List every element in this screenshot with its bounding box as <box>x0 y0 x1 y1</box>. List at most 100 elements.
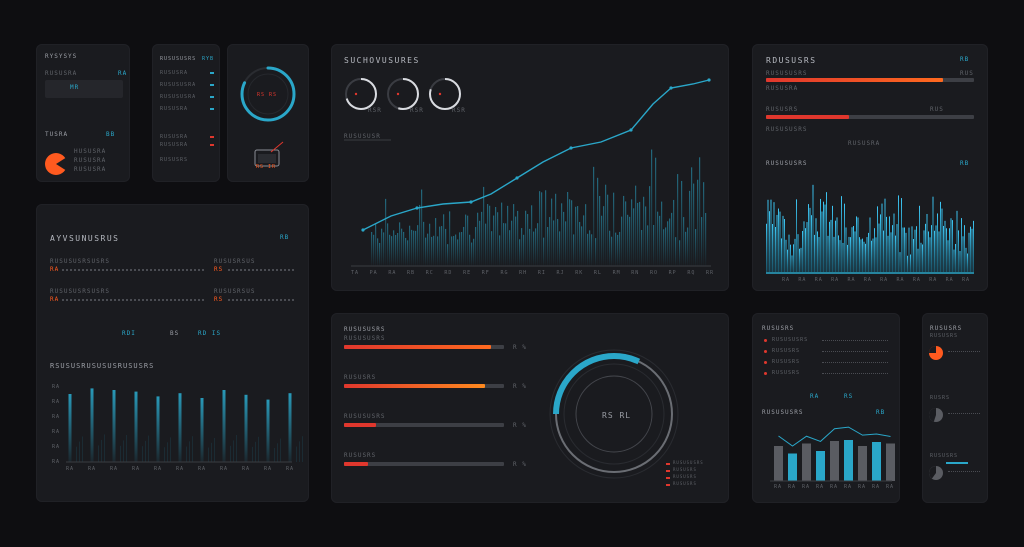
main-glow-bar <box>449 211 451 266</box>
main-glow-bar <box>677 174 679 266</box>
main-glow-bar <box>609 230 611 266</box>
left-mid-chip-1[interactable]: RDI <box>122 330 136 337</box>
wave-badge: RB <box>960 160 970 167</box>
main-glow-bar <box>579 221 581 266</box>
main-glow-bar <box>433 235 435 266</box>
wave-bar <box>872 238 874 272</box>
main-glow-bar <box>547 227 549 266</box>
wave-bar <box>787 249 788 272</box>
wave-bar <box>799 248 800 272</box>
main-glow-bar <box>591 234 593 266</box>
wave-bar <box>767 199 769 272</box>
status-pie-icon <box>45 153 70 175</box>
main-glow-bar <box>671 212 673 266</box>
left-mid-glow <box>145 440 146 462</box>
left-mid-glow <box>302 436 303 462</box>
main-glow-bar <box>529 228 531 266</box>
left-mid-chip-3[interactable]: RD IS <box>198 330 222 337</box>
status-bottom-value: BB <box>106 131 116 138</box>
wave-bar <box>845 227 847 272</box>
main-glow-bar <box>595 238 597 266</box>
main-glow-bar <box>413 230 415 266</box>
main-glow-bar <box>551 198 553 266</box>
bottom-right-bar <box>816 451 825 481</box>
wave-bar <box>772 223 773 272</box>
ring-gauge <box>240 66 296 122</box>
wave-bar <box>895 235 896 272</box>
status-chip[interactable]: MR <box>70 84 80 91</box>
wave-bar <box>769 211 770 272</box>
far-right-label: RUSUSRS <box>930 453 959 459</box>
legend-swatch <box>666 470 670 472</box>
progress-bar <box>344 462 504 466</box>
wave-bar <box>928 231 929 272</box>
main-glow-bar <box>471 242 473 266</box>
wave-bar <box>941 208 943 272</box>
wave-bar <box>874 228 875 272</box>
main-x-tick: TA <box>351 270 360 276</box>
main-glow-bar <box>473 238 475 266</box>
left-mid-bar <box>288 393 292 462</box>
row-dotted-track-2 <box>228 269 294 271</box>
main-glow-bar <box>509 230 511 266</box>
main-glow-bar <box>503 223 505 266</box>
wave-bar <box>956 210 958 272</box>
main-glow-bar <box>495 206 497 266</box>
progress-pct: R % <box>513 422 527 429</box>
wave-bar <box>839 240 841 272</box>
wave-bar <box>950 218 952 272</box>
main-line <box>362 79 710 231</box>
wave-bar <box>844 203 845 272</box>
main-glow-bar <box>625 201 627 266</box>
wave-bar <box>770 199 772 272</box>
main-x-tick: RP <box>668 270 677 276</box>
ring-inner <box>563 363 665 465</box>
wave-bar <box>965 247 967 272</box>
left-mid-glow <box>104 434 105 462</box>
wave-bar <box>902 227 904 272</box>
panel-list-title: RUSUSUSRS <box>160 56 197 62</box>
legend-dotted <box>822 362 888 363</box>
bottom-right-bar <box>886 443 895 481</box>
row-dotted-track-2 <box>228 299 294 301</box>
main-glow-bar <box>539 191 541 266</box>
left-mid-y-tick: RA <box>52 414 61 420</box>
main-glow-bar <box>575 206 577 266</box>
left-mid-glow <box>236 435 237 462</box>
wave-bar <box>940 201 941 272</box>
main-glow-bar <box>371 231 373 266</box>
far-right-label: RUSUSRS <box>930 333 959 339</box>
main-glow-bar <box>553 220 555 266</box>
bottom-right-chip-1[interactable]: RA <box>810 393 820 400</box>
left-mid-glow <box>120 445 121 462</box>
wave-bar <box>847 244 848 272</box>
bottom-mid-legend: RUSUSRS <box>673 474 697 479</box>
wave-bar <box>905 232 907 272</box>
left-mid-x-tick: RA <box>110 466 119 472</box>
left-mid-glow <box>101 439 102 462</box>
wave-bar <box>962 236 964 272</box>
main-glow-bar <box>373 234 375 266</box>
left-mid-glow <box>258 436 259 462</box>
wave-x-tick: RA <box>847 277 856 283</box>
main-glow-bar <box>421 189 423 266</box>
gauge-arc <box>429 78 461 110</box>
row-mark: RA <box>50 266 60 273</box>
bottom-right-legend: RUSUSRS <box>772 348 801 354</box>
left-mid-bar <box>222 390 226 462</box>
left-mid-title: AYVSUNUSRUS <box>50 234 120 243</box>
left-mid-chip-2[interactable]: BS <box>170 330 180 337</box>
panel-list-footer: RUSUSRS <box>160 157 189 163</box>
main-glow-bar <box>701 217 703 266</box>
left-mid-glow <box>186 446 187 462</box>
bottom-right-chip-2[interactable]: RS <box>844 393 854 400</box>
wave-bar <box>949 228 950 272</box>
right-bar1-label: RUSUSUSRS <box>766 70 808 77</box>
main-glow-bar <box>543 237 545 266</box>
main-glow-bar <box>597 177 599 266</box>
main-glow-bar <box>521 228 523 266</box>
main-glow-bar <box>633 208 635 266</box>
list-row-label: RUSUSRA <box>160 134 189 140</box>
main-glow-bar <box>703 182 705 266</box>
row-label: RUSUSUSRSUSRS <box>50 258 110 265</box>
